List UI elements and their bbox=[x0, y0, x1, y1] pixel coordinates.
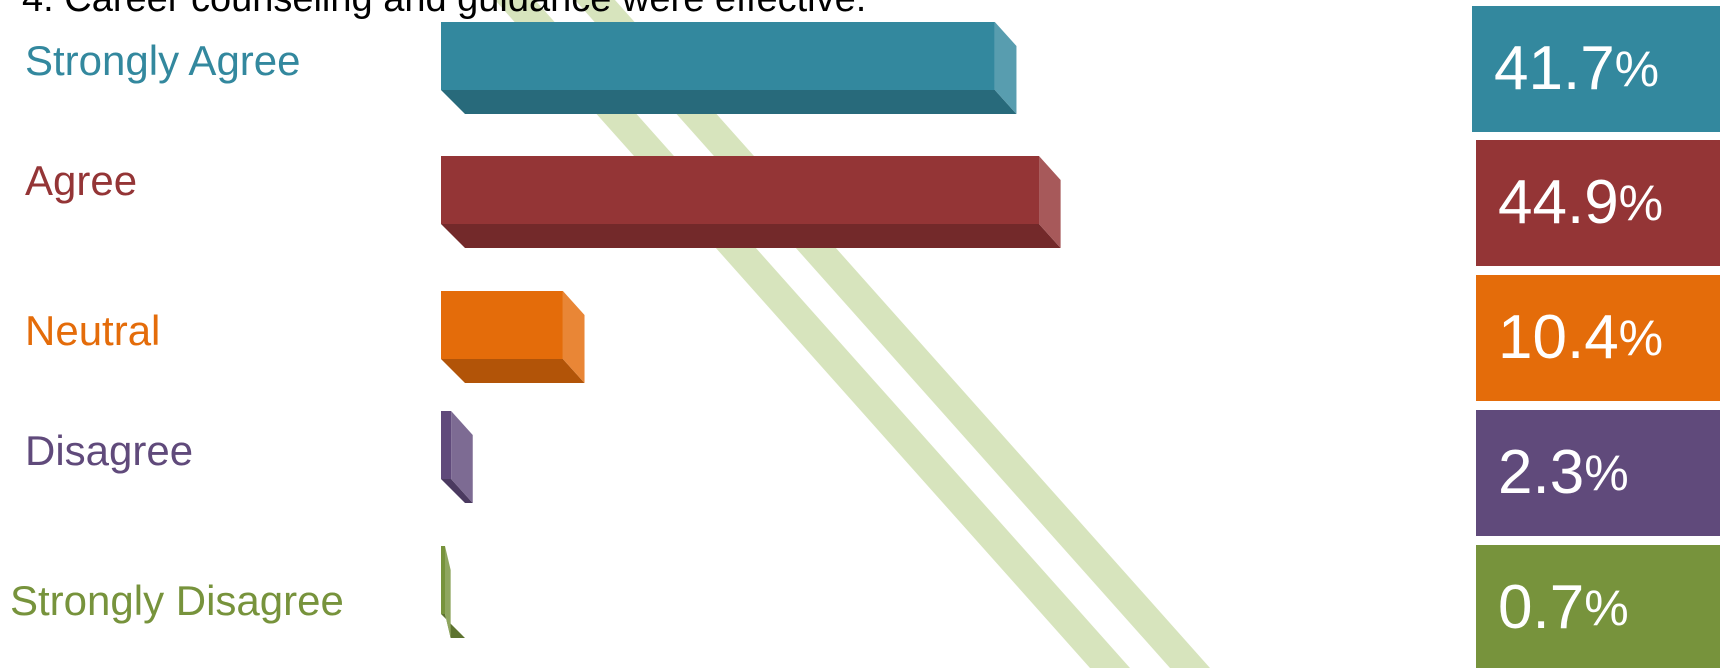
bar-strongly-agree bbox=[441, 22, 1017, 114]
category-label: Strongly Disagree bbox=[10, 577, 344, 624]
value-label: 44.9 bbox=[1498, 168, 1619, 237]
bar-bottom-face bbox=[441, 359, 585, 383]
percent-sign: % bbox=[1618, 175, 1664, 231]
bar-bottom-face bbox=[441, 224, 1061, 248]
value-label-box: 2.3% bbox=[1476, 410, 1720, 536]
bar-end-face bbox=[562, 291, 585, 383]
bar-bottom-face bbox=[441, 479, 473, 503]
category-label: Disagree bbox=[25, 427, 194, 474]
bar-front-face bbox=[441, 411, 452, 479]
bar-end-face bbox=[451, 411, 473, 503]
category-label: Agree bbox=[25, 157, 138, 204]
bar-front-face bbox=[441, 156, 1040, 224]
value-label: 2.3 bbox=[1498, 438, 1585, 507]
value-label: 10.4 bbox=[1498, 303, 1619, 372]
bar-bottom-face bbox=[441, 90, 1017, 114]
value-label-box: 44.9% bbox=[1476, 140, 1720, 266]
chart-title: 4. Career counseling and guidance were e… bbox=[22, 0, 866, 18]
bar-end-face bbox=[445, 546, 451, 638]
value-label: 41.7 bbox=[1494, 34, 1615, 103]
category-label: Neutral bbox=[25, 307, 161, 354]
percent-sign: % bbox=[1584, 580, 1629, 636]
category-label: Strongly Agree bbox=[25, 37, 301, 84]
bar-disagree bbox=[441, 411, 473, 503]
percent-sign: % bbox=[1614, 41, 1660, 97]
percent-sign: % bbox=[1584, 445, 1629, 501]
value-label-box: 0.7% bbox=[1476, 545, 1720, 668]
bar-front-face bbox=[441, 546, 445, 614]
bar-end-face bbox=[1039, 156, 1061, 248]
percent-sign: % bbox=[1618, 310, 1664, 366]
value-label: 0.7 bbox=[1498, 573, 1585, 642]
bar-front-face bbox=[441, 291, 563, 359]
bar-bottom-face bbox=[441, 614, 465, 638]
bar-strongly-disagree bbox=[441, 546, 465, 638]
bar-agree bbox=[441, 156, 1061, 248]
bar-front-face bbox=[441, 22, 995, 90]
value-label-box: 41.7% bbox=[1472, 6, 1720, 132]
value-label-box: 10.4% bbox=[1476, 275, 1720, 401]
bar-neutral bbox=[441, 291, 585, 383]
bar-end-face bbox=[994, 22, 1017, 114]
